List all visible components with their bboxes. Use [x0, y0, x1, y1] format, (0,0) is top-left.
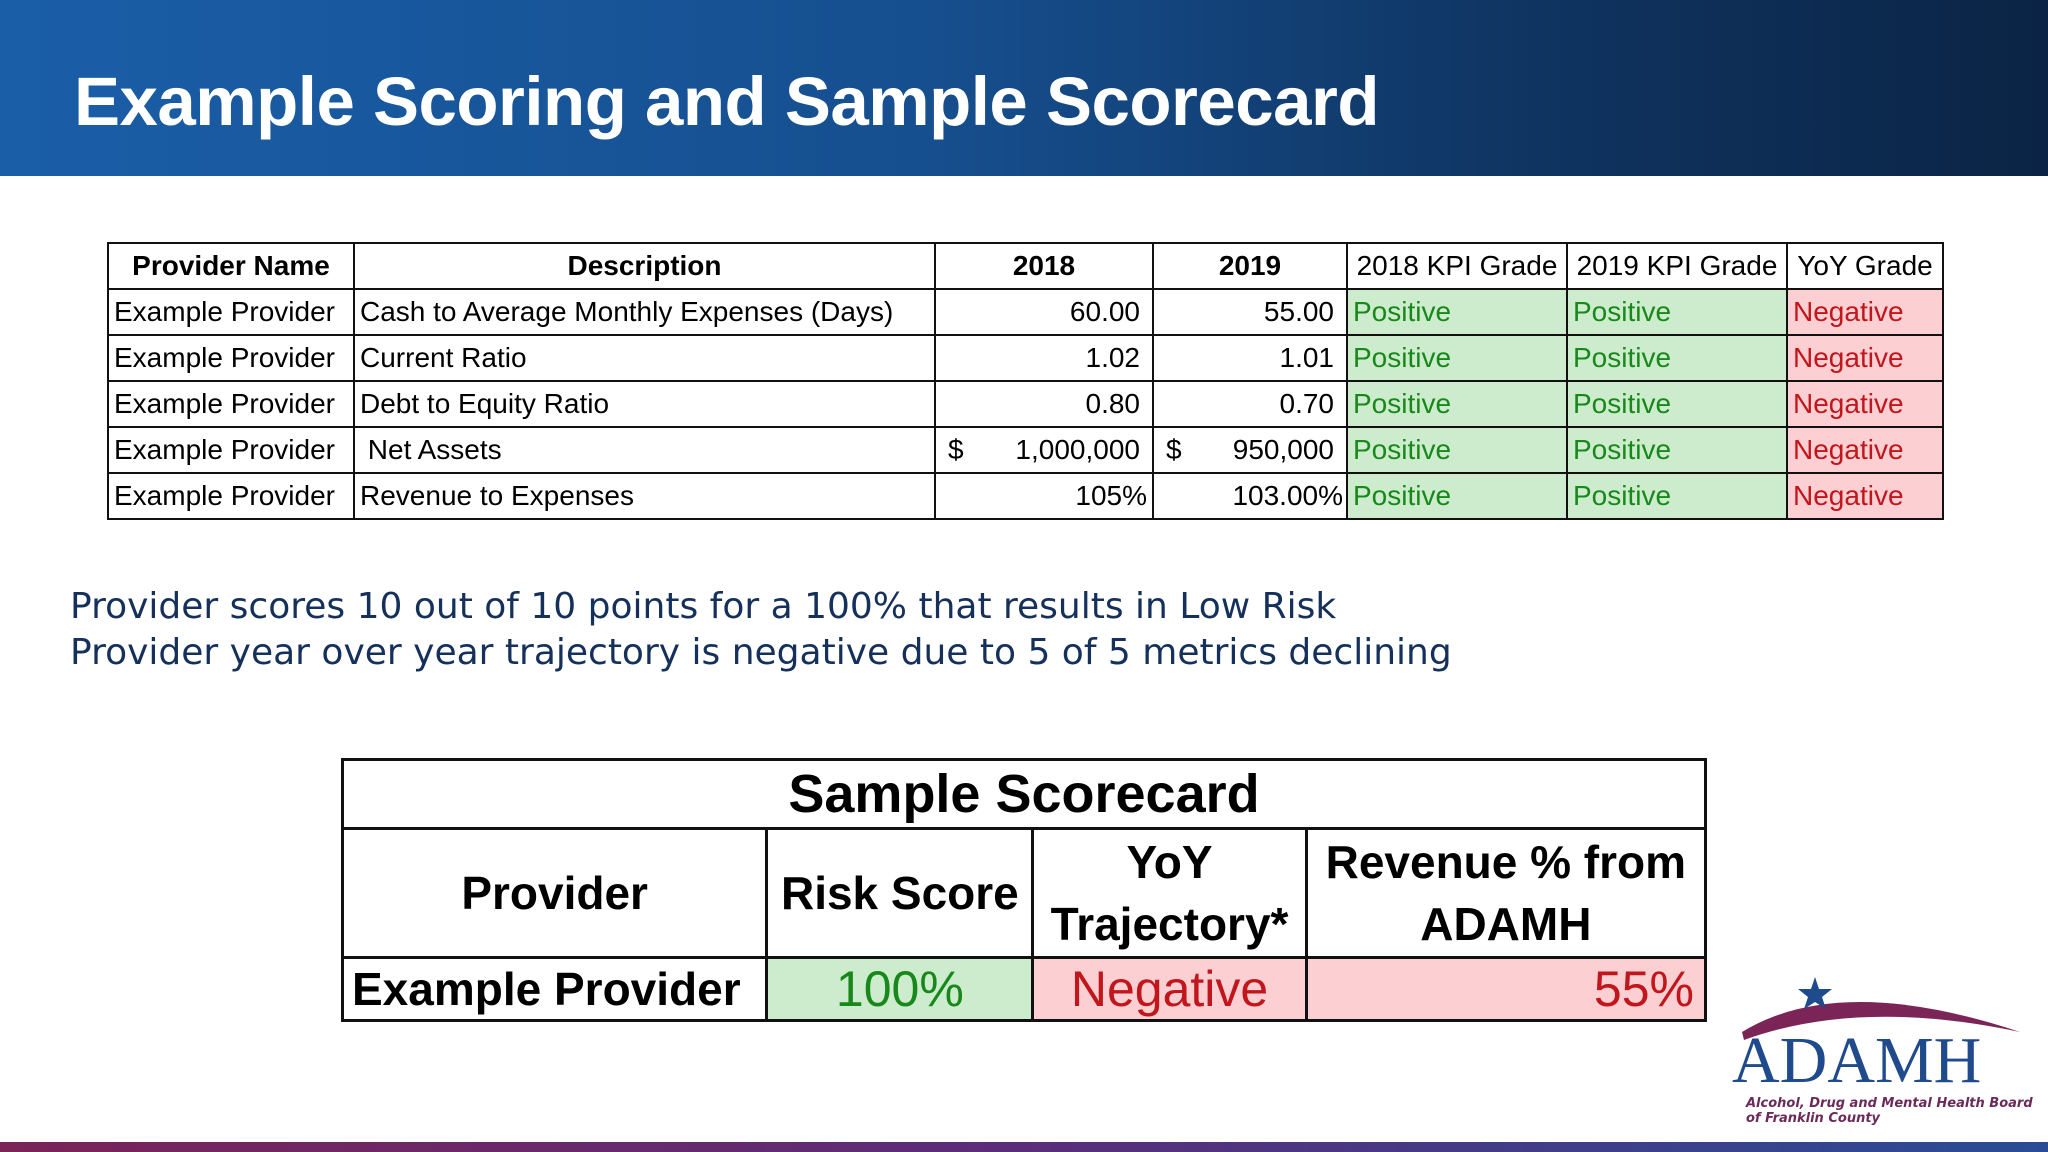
yoy-grade-cell: Negative: [1786, 288, 1944, 336]
grade-2019-cell: Positive: [1566, 472, 1788, 520]
notes-block: Provider scores 10 out of 10 points for …: [70, 584, 1452, 676]
yoy-grade-cell: Negative: [1786, 472, 1944, 520]
grade-2019-cell: Positive: [1566, 426, 1788, 474]
yoy-grade-cell: Negative: [1786, 426, 1944, 474]
col-header-yoy-grade: YoY Grade: [1786, 242, 1944, 290]
scorecard-header-yoy-trajectory: YoY Trajectory*: [1031, 827, 1308, 959]
sample-scorecard-table: Sample Scorecard Provider Risk Score YoY…: [340, 758, 1708, 1022]
currency-symbol: $: [948, 434, 964, 465]
description-cell: Revenue to Expenses: [353, 472, 936, 520]
scorecard-title: Sample Scorecard: [341, 758, 1707, 830]
yoy-grade-cell: Negative: [1786, 334, 1944, 382]
header-line: Revenue % from: [1325, 836, 1687, 888]
col-header-2018-kpi-grade: 2018 KPI Grade: [1346, 242, 1568, 290]
value-2019-cell: 0.70: [1152, 380, 1348, 428]
grade-2018-cell: Positive: [1346, 426, 1568, 474]
description-cell: Debt to Equity Ratio: [353, 380, 936, 428]
kpi-table: Provider Name Description 2018 2019 2018…: [107, 242, 1944, 520]
value-2018-cell: 105%: [934, 472, 1154, 520]
scorecard-yoy-cell: Negative: [1031, 956, 1308, 1022]
tagline-line: Alcohol, Drug and Mental Health Board: [1746, 1096, 2033, 1111]
value-2018-cell: 0.80: [934, 380, 1154, 428]
table-row: Example Provider 100% Negative 55%: [340, 956, 1708, 1022]
col-header-provider-name: Provider Name: [107, 242, 355, 290]
grade-2018-cell: Positive: [1346, 472, 1568, 520]
grade-2018-cell: Positive: [1346, 288, 1568, 336]
col-header-2019-kpi-grade: 2019 KPI Grade: [1566, 242, 1788, 290]
value-2018-cell: 1.02: [934, 334, 1154, 382]
value-2018-cell: $ 1,000,000: [934, 426, 1154, 474]
note-line: Provider scores 10 out of 10 points for …: [70, 586, 1337, 627]
col-header-description: Description: [353, 242, 936, 290]
header-line: ADAMH: [1420, 898, 1592, 950]
value-2019-cell: 103.00%: [1152, 472, 1348, 520]
table-row: Example Provider Net Assets $ 1,000,000 …: [107, 426, 1944, 474]
currency-value: 1,000,000: [1015, 434, 1140, 465]
scorecard-header-risk-score: Risk Score: [765, 827, 1035, 959]
logo-wordmark: ADAMH: [1732, 1024, 1981, 1095]
currency-symbol: $: [1166, 434, 1182, 465]
title-banner: Example Scoring and Sample Scorecard: [0, 0, 2048, 176]
provider-cell: Example Provider: [107, 472, 355, 520]
table-row: Example Provider Revenue to Expenses 105…: [107, 472, 1944, 520]
col-header-2018: 2018: [934, 242, 1154, 290]
page-title: Example Scoring and Sample Scorecard: [74, 63, 1380, 140]
adamh-logo: ADAMH Alcohol, Drug and Mental Health Bo…: [1720, 970, 2033, 1130]
scorecard-provider-cell: Example Provider: [340, 956, 769, 1022]
description-cell: Cash to Average Monthly Expenses (Days): [353, 288, 936, 336]
value-2019-cell: $ 950,000: [1152, 426, 1348, 474]
provider-cell: Example Provider: [107, 334, 355, 382]
grade-2018-cell: Positive: [1346, 334, 1568, 382]
header-line: Trajectory*: [1050, 898, 1289, 950]
grade-2019-cell: Positive: [1566, 334, 1788, 382]
value-2018-cell: 60.00: [934, 288, 1154, 336]
value-2019-cell: 55.00: [1152, 288, 1348, 336]
provider-cell: Example Provider: [107, 380, 355, 428]
scorecard-header-provider: Provider: [340, 827, 769, 959]
kpi-header-row: Provider Name Description 2018 2019 2018…: [107, 242, 1944, 290]
value-2019-cell: 1.01: [1152, 334, 1348, 382]
provider-cell: Example Provider: [107, 288, 355, 336]
grade-2018-cell: Positive: [1346, 380, 1568, 428]
yoy-grade-cell: Negative: [1786, 380, 1944, 428]
logo-mark: ADAMH: [1732, 977, 2020, 1097]
header-line: YoY: [1126, 836, 1213, 888]
scorecard-header-revenue: Revenue % from ADAMH: [1304, 827, 1708, 959]
table-row: Example Provider Current Ratio 1.02 1.01…: [107, 334, 1944, 382]
star-icon: [1798, 977, 1832, 1009]
grade-2019-cell: Positive: [1566, 380, 1788, 428]
scorecard-revenue-cell: 55%: [1304, 956, 1708, 1022]
currency-value: 950,000: [1232, 434, 1334, 465]
provider-cell: Example Provider: [107, 426, 355, 474]
tagline-line: of Franklin County: [1746, 1111, 1881, 1126]
description-cell: Current Ratio: [353, 334, 936, 382]
logo-tagline: Alcohol, Drug and Mental Health Board of…: [1746, 1096, 2033, 1126]
bottom-accent-bar: [0, 1142, 2048, 1152]
table-row: Example Provider Cash to Average Monthly…: [107, 288, 1944, 336]
scorecard-risk-score-cell: 100%: [765, 956, 1035, 1022]
table-row: Example Provider Debt to Equity Ratio 0.…: [107, 380, 1944, 428]
note-line: Provider year over year trajectory is ne…: [70, 632, 1452, 673]
description-cell: Net Assets: [353, 426, 936, 474]
grade-2019-cell: Positive: [1566, 288, 1788, 336]
col-header-2019: 2019: [1152, 242, 1348, 290]
